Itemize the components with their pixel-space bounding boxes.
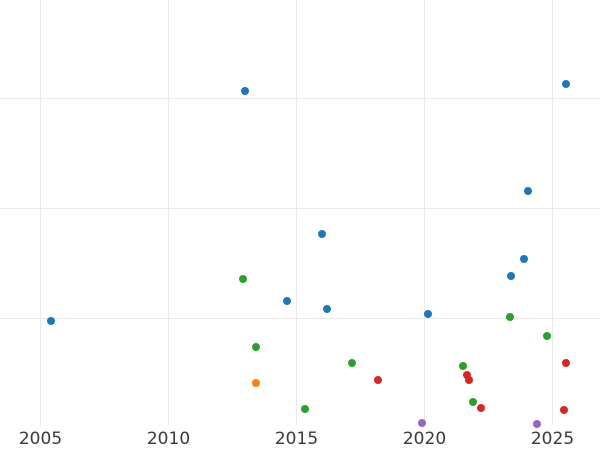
data-point-purple-2019.9 [417, 419, 426, 427]
x-gridline-2015 [296, 0, 297, 425]
data-point-blue-2025.5 [561, 80, 570, 88]
data-point-green-2024.8 [543, 331, 551, 340]
data-point-blue-2024 [523, 186, 532, 195]
x-gridline-2020 [424, 0, 425, 425]
y-gridline-1 [0, 207, 600, 209]
data-point-green-2015.3 [301, 405, 309, 413]
data-point-blue-2016.2 [323, 304, 332, 313]
x-gridline-2025 [552, 0, 553, 425]
data-point-blue-2013 [241, 87, 249, 95]
x-tick-label-2025: 2025 [530, 429, 575, 449]
data-point-green-2013.4 [251, 342, 260, 351]
x-tick-label-2010: 2010 [146, 429, 191, 449]
data-point-red-2021.6 [462, 370, 471, 379]
x-tick-label-2015: 2015 [274, 429, 319, 449]
data-point-blue-2014.6 [282, 296, 291, 305]
data-point-blue-2023.9 [520, 255, 529, 264]
data-point-blue-2016 [317, 230, 326, 238]
data-point-red-2022.2 [476, 403, 485, 412]
data-point-green-2012.9 [239, 275, 247, 283]
x-tick-label-2005: 2005 [18, 429, 63, 449]
y-gridline-0 [0, 98, 600, 99]
x-tick-label-2020: 2020 [402, 429, 447, 449]
x-gridline-2010 [168, 0, 169, 425]
data-point-green-2021.9 [468, 398, 477, 406]
data-point-purple-2024.4 [533, 419, 542, 428]
data-point-green-2021.5 [458, 362, 467, 370]
data-point-blue-2005.4 [47, 316, 55, 325]
y-gridline-2 [0, 317, 600, 319]
x-gridline-2005 [40, 0, 41, 425]
data-point-green-2017.2 [348, 359, 357, 368]
data-point-orange-2013.4 [251, 379, 260, 388]
data-point-blue-2023.4 [506, 271, 515, 280]
data-point-red-2018.2 [373, 375, 382, 384]
data-point-red-2025.4 [559, 405, 568, 414]
data-point-green-2023.4 [505, 312, 514, 321]
data-point-blue-2020.1 [424, 310, 432, 319]
data-point-red-2021.7 [464, 376, 473, 384]
data-point-red-2025.5 [561, 358, 570, 367]
